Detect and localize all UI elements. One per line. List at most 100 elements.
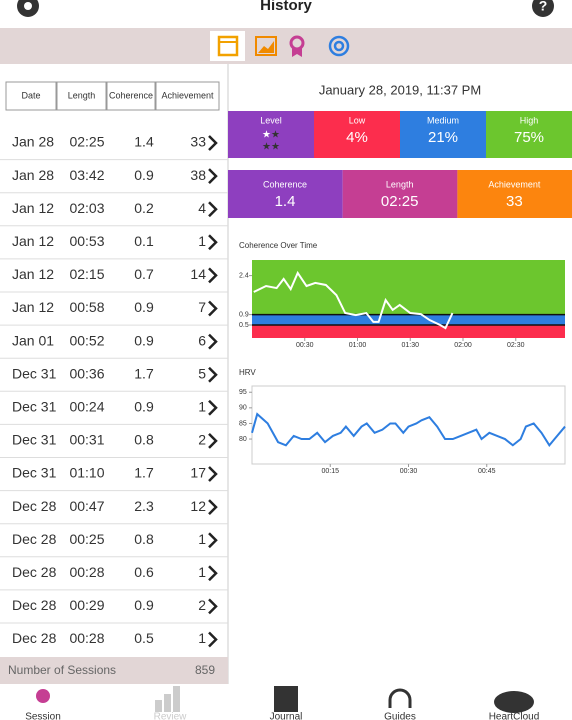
session-length: 00:24 [69, 399, 104, 415]
svg-text:★: ★ [262, 142, 271, 153]
session-coherence: 0.1 [134, 233, 154, 249]
session-length: 00:28 [69, 630, 104, 646]
row-chevron[interactable] [208, 433, 218, 449]
row-chevron[interactable] [208, 499, 218, 515]
session-date: Jan 12 [12, 200, 54, 216]
row-chevron[interactable] [208, 135, 218, 151]
x-tick-label: 00:30 [296, 342, 314, 349]
column-header: Achievement [161, 90, 214, 100]
session-coherence: 1.4 [134, 134, 154, 150]
tab-bar [0, 28, 572, 64]
session-achievement: 1 [198, 531, 206, 547]
level-title: Level [260, 115, 282, 125]
session-date: Dec 28 [12, 498, 57, 514]
session-coherence: 0.8 [134, 432, 154, 448]
session-achievement: 2 [198, 597, 206, 613]
session-coherence: 2.3 [134, 498, 154, 514]
nav-label[interactable]: Session [25, 712, 61, 720]
guides-nav-icon[interactable] [388, 688, 412, 708]
row-chevron[interactable] [208, 201, 218, 218]
session-achievement: 14 [190, 266, 206, 282]
session-coherence: 0.8 [134, 531, 154, 547]
column-header: Coherence [109, 90, 153, 100]
row-chevron[interactable] [208, 234, 218, 251]
session-date: Dec 28 [12, 597, 57, 613]
session-date: Dec 28 [12, 531, 57, 547]
review-nav-icon[interactable] [155, 686, 180, 712]
target-tab[interactable] [328, 35, 350, 57]
x-tick-label: 01:00 [349, 342, 367, 349]
session-achievement: 1 [198, 630, 206, 646]
row-chevron[interactable] [208, 366, 218, 383]
row-chevron[interactable] [208, 399, 218, 416]
plot-frame [251, 385, 566, 465]
stat-label: Coherence [263, 179, 307, 189]
session-date: Jan 28 [12, 167, 54, 183]
nav-label[interactable]: Review [154, 712, 188, 720]
session-coherence: 0.2 [134, 200, 154, 216]
y-tick-label: 2.4 [239, 272, 249, 279]
row-chevron[interactable] [208, 532, 218, 549]
session-length: 00:36 [69, 365, 104, 381]
series-line [253, 270, 454, 330]
column-header-cell [56, 81, 107, 111]
row-chevron[interactable] [208, 267, 218, 284]
session-date: Dec 31 [12, 399, 57, 415]
nav-label[interactable]: Guides [384, 712, 416, 720]
row-chevron[interactable] [208, 300, 218, 317]
session-achievement: 1 [198, 564, 206, 580]
stat-label: Length [386, 179, 414, 189]
column-header-cell [5, 81, 57, 111]
summary-bar [0, 657, 228, 684]
chart-title: Coherence Over Time [239, 241, 318, 250]
session-length: 00:31 [69, 432, 104, 448]
level-label: Medium [427, 115, 459, 125]
session-length: 02:15 [69, 266, 104, 282]
journal-nav-icon[interactable] [274, 686, 298, 712]
session-length: 00:52 [69, 332, 104, 348]
session-achievement: 6 [198, 332, 206, 348]
heartcloud-nav-icon[interactable] [494, 691, 534, 713]
session-achievement: 38 [190, 167, 206, 183]
session-coherence: 0.7 [134, 266, 154, 282]
svg-text:★: ★ [271, 130, 280, 141]
session-achievement: 17 [190, 465, 206, 481]
chart-tab[interactable] [255, 36, 277, 56]
session-date: Jan 12 [12, 266, 54, 282]
session-date: Dec 31 [12, 432, 57, 448]
svg-text:★: ★ [262, 130, 271, 141]
nav-label[interactable]: Journal [270, 712, 303, 720]
row-chevron[interactable] [208, 333, 218, 350]
session-coherence: 1.7 [134, 465, 154, 481]
row-chevron[interactable] [208, 168, 218, 184]
level-value: 21% [428, 129, 458, 146]
page-title: History [260, 0, 312, 14]
session-length: 00:29 [69, 597, 104, 613]
level-value: 75% [514, 129, 544, 146]
y-tick-label: 0.5 [239, 322, 249, 329]
top-bar [0, 0, 572, 28]
row-chevron[interactable] [208, 631, 218, 648]
achievement-tab[interactable] [289, 35, 305, 57]
session-length: 00:28 [69, 564, 104, 580]
calendar-tab[interactable] [217, 35, 239, 57]
session-nav-icon[interactable] [36, 689, 50, 703]
stat-value: 33 [506, 193, 523, 210]
session-length: 00:47 [69, 498, 104, 514]
session-coherence: 0.9 [134, 332, 154, 348]
x-tick-label: 01:30 [401, 342, 419, 349]
session-coherence: 1.7 [134, 365, 154, 381]
row-chevron[interactable] [208, 466, 218, 482]
session-length: 03:42 [69, 167, 104, 183]
row-chevron[interactable] [208, 565, 218, 582]
nav-label[interactable]: HeartCloud [489, 712, 540, 720]
row-chevron[interactable] [208, 598, 218, 615]
help-icon[interactable]: ? [532, 0, 554, 17]
settings-icon[interactable] [17, 0, 39, 17]
session-coherence: 0.6 [134, 564, 154, 580]
session-achievement: 1 [198, 233, 206, 249]
session-coherence: 0.5 [134, 630, 154, 646]
stat-box [228, 170, 343, 218]
